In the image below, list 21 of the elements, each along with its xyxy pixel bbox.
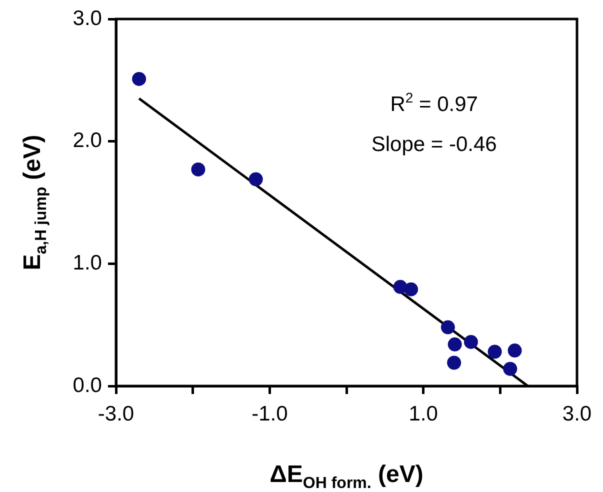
x-tick-label: -3.0 — [98, 402, 134, 426]
y-tick-label: 0.0 — [72, 374, 102, 397]
point — [503, 362, 518, 376]
point — [508, 344, 522, 358]
point — [404, 282, 418, 296]
y-axis-title: Ea,H jump (eV) — [19, 134, 50, 270]
point — [447, 356, 462, 370]
x-tick-label: 1.0 — [408, 402, 438, 426]
x-tick-label: -1.0 — [252, 402, 288, 426]
point — [248, 172, 263, 186]
y-tick-label: 3.0 — [72, 6, 102, 30]
y-tick-label: 1.0 — [72, 251, 102, 274]
annotation: Slope = -0.46 — [371, 133, 497, 156]
point — [440, 320, 455, 334]
point — [132, 72, 146, 86]
point — [488, 344, 502, 359]
point — [448, 337, 462, 352]
point — [191, 162, 206, 176]
point — [464, 334, 478, 349]
x-tick-label: 3.0 — [562, 402, 592, 426]
y-tick-label: 2.0 — [72, 129, 102, 152]
